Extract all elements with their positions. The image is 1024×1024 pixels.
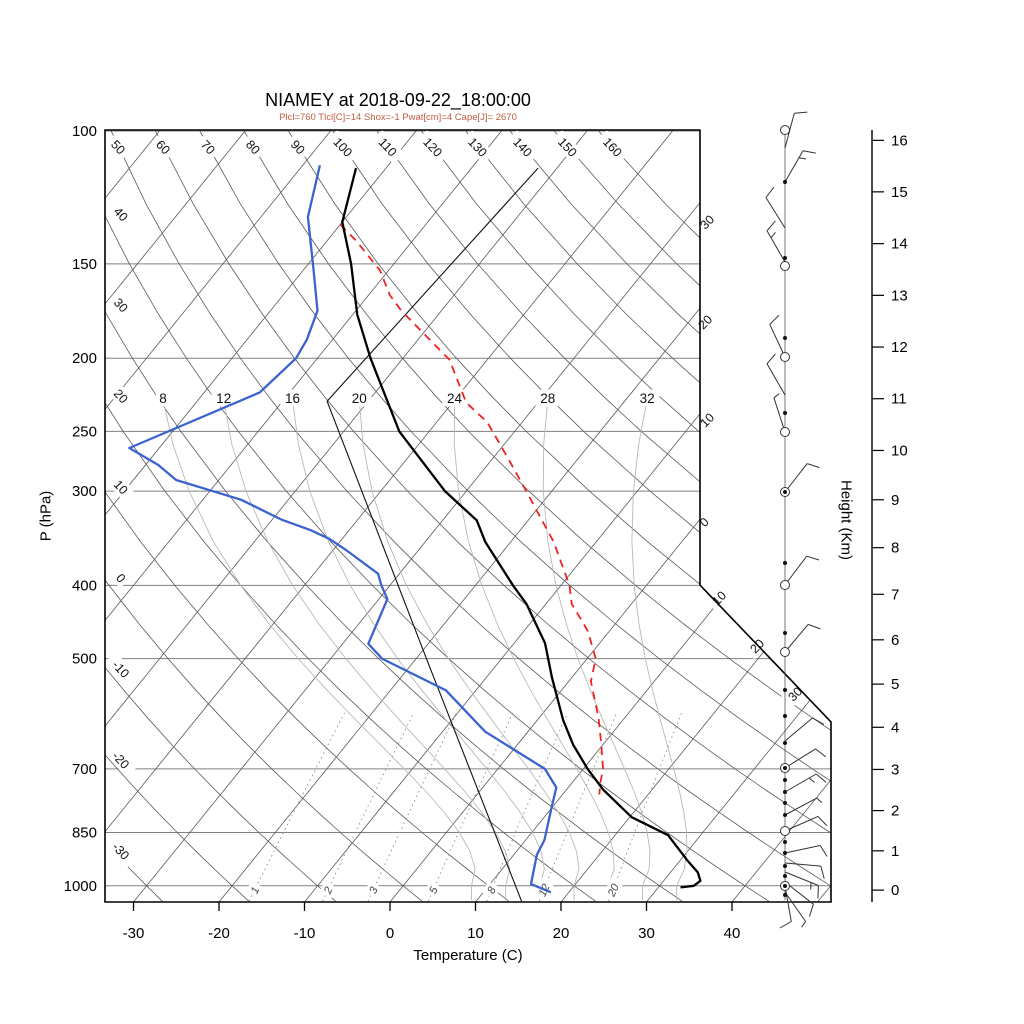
chart-subtitle: Plcl=760 Tlcl[C]=14 Shox=-1 Pwat[cm]=4 C… bbox=[279, 112, 517, 123]
svg-text:2: 2 bbox=[891, 803, 899, 820]
mixing-ratio-label: 1 bbox=[245, 881, 264, 899]
chart-title: NIAMEY at 2018-09-22_18:00:00 bbox=[265, 90, 531, 110]
svg-text:12: 12 bbox=[216, 391, 231, 406]
dry-adiabat-label-left: -30 bbox=[104, 833, 138, 869]
svg-text:-10: -10 bbox=[294, 925, 316, 942]
svg-text:13: 13 bbox=[891, 287, 908, 304]
svg-text:10: 10 bbox=[467, 925, 484, 942]
svg-text:1: 1 bbox=[891, 843, 899, 860]
svg-text:9: 9 bbox=[891, 492, 899, 509]
dry-adiabat-label-left: 10 bbox=[107, 473, 135, 501]
svg-text:8: 8 bbox=[485, 884, 499, 895]
svg-text:8: 8 bbox=[159, 391, 167, 406]
moist-adiabat-label: 32 bbox=[634, 389, 660, 407]
temperature-curve bbox=[341, 167, 702, 889]
dry-adiabat-label-left: 40 bbox=[107, 200, 135, 228]
svg-text:0: 0 bbox=[697, 515, 712, 530]
svg-text:500: 500 bbox=[72, 651, 97, 668]
svg-text:-20: -20 bbox=[208, 925, 230, 942]
dry-adiabat-label-top: 120 bbox=[416, 129, 450, 165]
wind-barb-column bbox=[765, 111, 828, 929]
svg-text:20: 20 bbox=[553, 925, 570, 942]
mixing-ratio-label: 20 bbox=[602, 877, 624, 903]
svg-text:30: 30 bbox=[638, 925, 655, 942]
svg-text:14: 14 bbox=[891, 236, 908, 253]
svg-text:32: 32 bbox=[640, 391, 655, 406]
svg-text:7: 7 bbox=[891, 586, 899, 603]
dry-adiabat-label-left: 20 bbox=[107, 382, 135, 410]
dry-adiabat-label-top: 50 bbox=[104, 133, 132, 161]
pressure-tick-labels: 100 150 200 250 300 400 500 700 850 1000 bbox=[64, 123, 97, 895]
moist-adiabat-label: 20 bbox=[347, 389, 372, 407]
dry-adiabat-label-top: 70 bbox=[194, 133, 222, 161]
svg-text:100: 100 bbox=[72, 123, 97, 140]
moist-adiabat-label: 28 bbox=[535, 389, 561, 407]
svg-text:1000: 1000 bbox=[64, 878, 97, 895]
svg-text:16: 16 bbox=[285, 391, 300, 406]
svg-text:11: 11 bbox=[891, 391, 907, 408]
aux-profile-curve bbox=[326, 167, 539, 903]
svg-text:200: 200 bbox=[72, 350, 97, 367]
svg-text:3: 3 bbox=[891, 761, 899, 778]
svg-text:4: 4 bbox=[891, 719, 899, 736]
moist-adiabat-label: 24 bbox=[442, 389, 467, 407]
parcel-ascent-curve bbox=[339, 223, 604, 795]
dry-adiabat-label-left: 0 bbox=[110, 567, 132, 589]
svg-text:0: 0 bbox=[891, 882, 899, 899]
svg-text:3: 3 bbox=[367, 884, 381, 895]
svg-text:2: 2 bbox=[321, 885, 335, 897]
svg-text:20: 20 bbox=[695, 312, 715, 332]
svg-text:15: 15 bbox=[891, 184, 908, 201]
temperature-ticks: -30 -20 -10 0 10 20 30 40 bbox=[123, 902, 741, 942]
dry-adiabat-label-left: 30 bbox=[107, 291, 135, 319]
moist-adiabat-label: 8 bbox=[155, 389, 171, 407]
isotherm-label-right: 20 bbox=[695, 312, 715, 332]
moist-adiabat-label: 12 bbox=[211, 389, 236, 407]
svg-text:-30: -30 bbox=[123, 925, 145, 942]
dry-adiabat-label-top: 110 bbox=[371, 129, 405, 165]
svg-text:5: 5 bbox=[427, 884, 441, 895]
svg-text:20: 20 bbox=[605, 882, 622, 900]
svg-text:10: 10 bbox=[891, 442, 908, 459]
svg-text:300: 300 bbox=[72, 483, 97, 500]
svg-text:700: 700 bbox=[72, 761, 97, 778]
dry-adiabat-label-top: 80 bbox=[239, 133, 267, 161]
mixing-ratio-label: 5 bbox=[424, 881, 442, 899]
dry-adiabat-label-top: 140 bbox=[505, 129, 540, 165]
svg-text:8: 8 bbox=[891, 540, 899, 557]
dry-adiabat-label-top: 90 bbox=[284, 133, 312, 161]
svg-text:16: 16 bbox=[891, 132, 908, 149]
svg-text:20: 20 bbox=[352, 391, 367, 406]
dry-adiabat-label-top: 130 bbox=[461, 129, 495, 165]
plot-frame bbox=[104, 129, 832, 903]
svg-text:400: 400 bbox=[72, 577, 97, 594]
svg-text:150: 150 bbox=[72, 256, 97, 273]
mixing-ratio-label: 2 bbox=[318, 881, 337, 899]
dry-adiabat-label-top: 100 bbox=[326, 129, 360, 165]
mixing-ratio-label: 3 bbox=[364, 881, 382, 899]
dewpoint-curve bbox=[128, 164, 558, 894]
svg-text:5: 5 bbox=[891, 676, 899, 693]
background-grid bbox=[105, 130, 831, 902]
mixing-ratio-label: 8 bbox=[482, 881, 501, 899]
svg-text:28: 28 bbox=[540, 391, 555, 406]
moist-adiabat-label: 16 bbox=[280, 389, 305, 407]
svg-text:0: 0 bbox=[386, 925, 394, 942]
svg-text:250: 250 bbox=[72, 423, 97, 440]
svg-text:1: 1 bbox=[249, 885, 262, 896]
isotherm-label-right: 0 bbox=[697, 515, 712, 530]
svg-text:6: 6 bbox=[891, 632, 899, 649]
svg-text:12: 12 bbox=[891, 339, 908, 356]
dry-adiabat-label-top: 60 bbox=[149, 133, 177, 161]
svg-text:850: 850 bbox=[72, 825, 97, 842]
isotherm-label-slant: 10 bbox=[705, 584, 733, 612]
temperature-axis-label: Temperature (C) bbox=[413, 947, 523, 964]
svg-text:24: 24 bbox=[447, 391, 463, 406]
svg-text:40: 40 bbox=[724, 925, 741, 942]
dry-adiabat-label-left: -10 bbox=[104, 651, 138, 687]
